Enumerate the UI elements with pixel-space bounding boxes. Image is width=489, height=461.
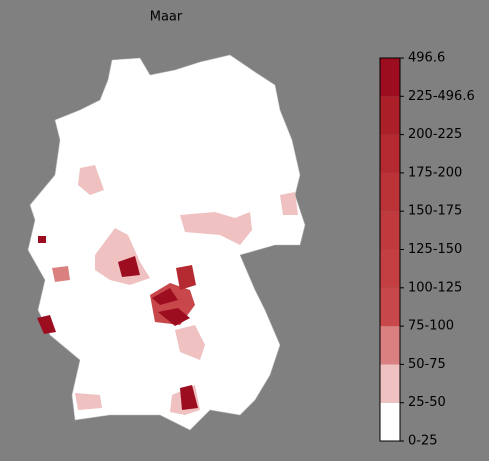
colorbar-label: 496.6 [408,51,445,66]
district [180,212,252,245]
germany-map [27,54,306,431]
colorbar-segment [380,402,400,441]
colorbar-segment [380,134,400,173]
colorbar-segment [380,326,400,365]
colorbar-label: 75-100 [408,319,454,334]
district [75,393,102,410]
district [158,308,190,326]
map-title: Maar [150,10,183,25]
colorbar-segment [380,249,400,288]
district [118,256,140,277]
colorbar-label: 50-75 [408,357,446,372]
colorbar-label: 25-50 [408,395,446,410]
colorbar-label: 200-225 [408,127,462,142]
colorbar-label: 150-175 [408,204,462,219]
colorbar-label: 100-125 [408,280,462,295]
district [280,192,298,215]
country-outline [27,54,306,431]
colorbar-segment [380,211,400,250]
colorbar-label: 125-150 [408,242,462,257]
district [38,236,46,243]
colorbar-segment [380,58,400,97]
district [152,288,178,305]
colorbar-segment [380,172,400,212]
colorbar: 0-25 25-50 50-75 75-100 100-125 125-150 150-17… [379,51,475,449]
district [180,385,198,410]
colorbar-label: 175-200 [408,165,462,180]
colorbar-segment [380,364,400,403]
district [78,165,104,195]
district [52,266,70,282]
colorbar-label: 0-25 [408,434,438,449]
shaded-districts [37,165,298,415]
colorbar-segment [380,287,400,327]
district [176,265,196,290]
district [37,315,56,334]
colorbar-label: 225-496.6 [408,89,475,104]
district [175,325,205,360]
colorbar-segment [380,96,400,135]
